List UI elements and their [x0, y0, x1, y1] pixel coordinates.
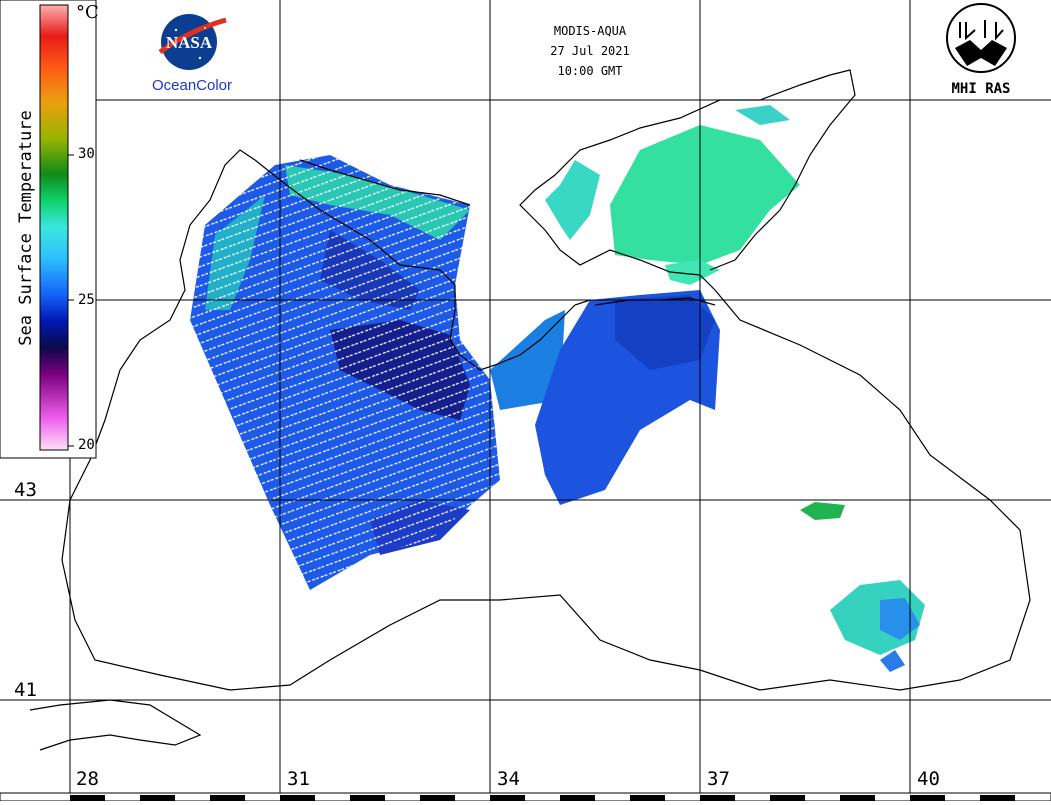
- coastline: [29, 69, 1031, 751]
- lon-label-37: 37: [707, 768, 730, 790]
- colorbar-tick-20: 20: [78, 437, 95, 453]
- time-label: 10:00 GMT: [557, 64, 623, 78]
- satellite-label: MODIS-AQUA: [553, 24, 627, 38]
- date-label: 27 Jul 2021: [550, 44, 630, 58]
- colorbar-title: Sea Surface Temperature: [16, 110, 36, 346]
- nasa-logo-text: NASA: [166, 33, 213, 52]
- colorbar-unit: °C: [76, 2, 99, 23]
- oceancolor-text: OceanColor: [152, 77, 232, 94]
- sst-central-strip: [490, 290, 720, 505]
- sst-west-swath: [190, 155, 500, 590]
- sst-azov: [545, 105, 800, 285]
- colorbar-tick-30: 30: [78, 146, 95, 162]
- lat-label-43: 43: [14, 479, 37, 501]
- colorbar: [0, 0, 97, 459]
- mhi-ras-text: MHI RAS: [951, 81, 1010, 97]
- mhi-ras-logo: MHI RAS: [946, 3, 1016, 97]
- lon-label-40: 40: [917, 768, 940, 790]
- sst-east-patches: [800, 502, 925, 672]
- nasa-logo: NASA OceanColor: [152, 14, 232, 94]
- lon-label-34: 34: [497, 768, 520, 790]
- lon-label-28: 28: [76, 768, 99, 790]
- lat-label-41: 41: [14, 679, 37, 701]
- lon-label-31: 31: [287, 768, 310, 790]
- colorbar-tick-25: 25: [78, 292, 95, 308]
- scale-ruler: [0, 792, 1051, 802]
